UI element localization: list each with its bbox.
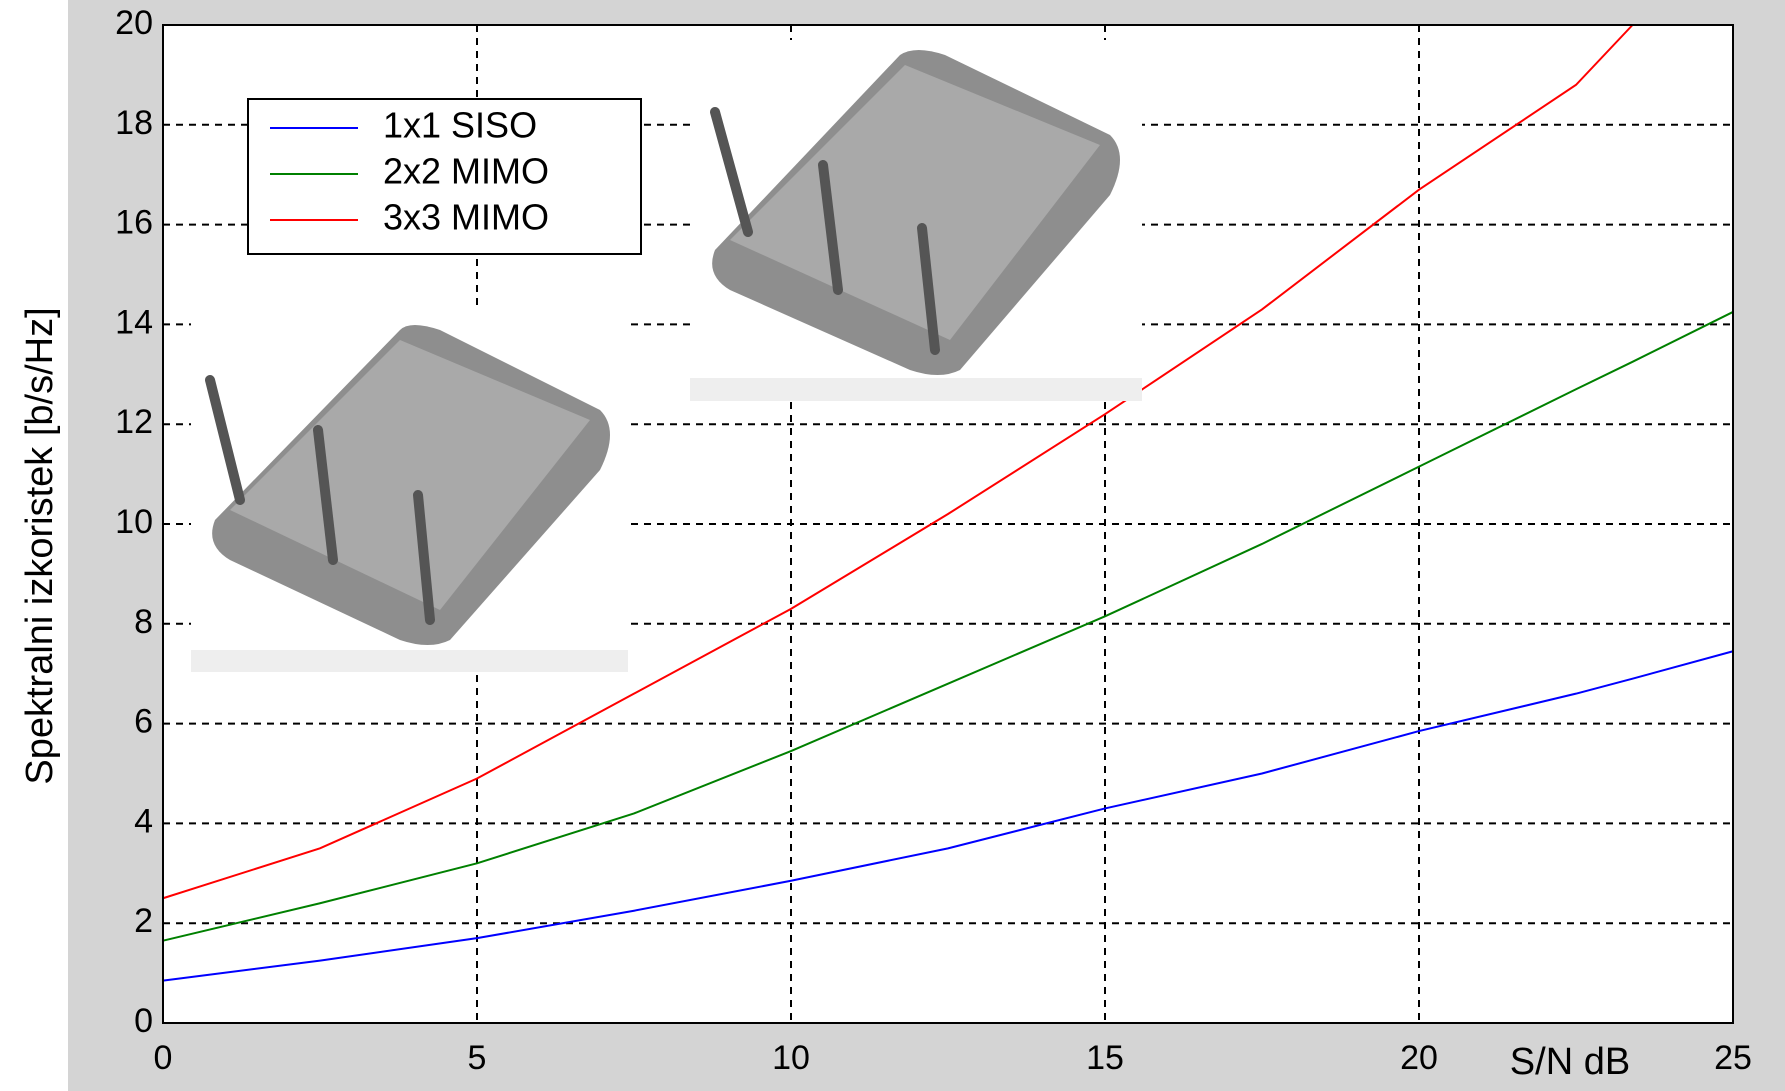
y-tick-label: 14 (115, 303, 153, 341)
y-tick-label: 0 (134, 1002, 153, 1040)
y-tick-label: 8 (134, 603, 153, 641)
y-tick-label: 12 (115, 403, 153, 441)
chart: 1x1 SISO 2x2 MIMO 3x3 MIMO S/N dB Spektral… (0, 0, 1785, 1091)
legend: 1x1 SISO 2x2 MIMO 3x3 MIMO (248, 99, 641, 254)
x-tick-label: 5 (468, 1039, 487, 1077)
x-tick-label: 0 (154, 1039, 173, 1077)
router-image (191, 310, 628, 672)
x-tick-label: 10 (772, 1039, 810, 1077)
x-axis-label: S/N dB (1510, 1041, 1630, 1083)
x-tick-label: 15 (1086, 1039, 1124, 1077)
legend-label: 2x2 MIMO (383, 151, 549, 192)
x-tick-label: 20 (1400, 1039, 1438, 1077)
y-tick-label: 16 (115, 204, 153, 242)
y-tick-label: 2 (134, 902, 153, 940)
y-tick-label: 6 (134, 703, 153, 741)
x-tick-label: 25 (1714, 1039, 1752, 1077)
y-tick-label: 20 (115, 4, 153, 42)
y-tick-label: 10 (115, 503, 153, 541)
y-axis-label: Spektralni izkoristek [b/s/Hz] (19, 307, 61, 784)
legend-label: 3x3 MIMO (383, 197, 549, 238)
y-tick-label: 18 (115, 104, 153, 142)
router-image (690, 40, 1142, 401)
legend-label: 1x1 SISO (383, 105, 537, 146)
y-tick-label: 4 (134, 802, 153, 840)
